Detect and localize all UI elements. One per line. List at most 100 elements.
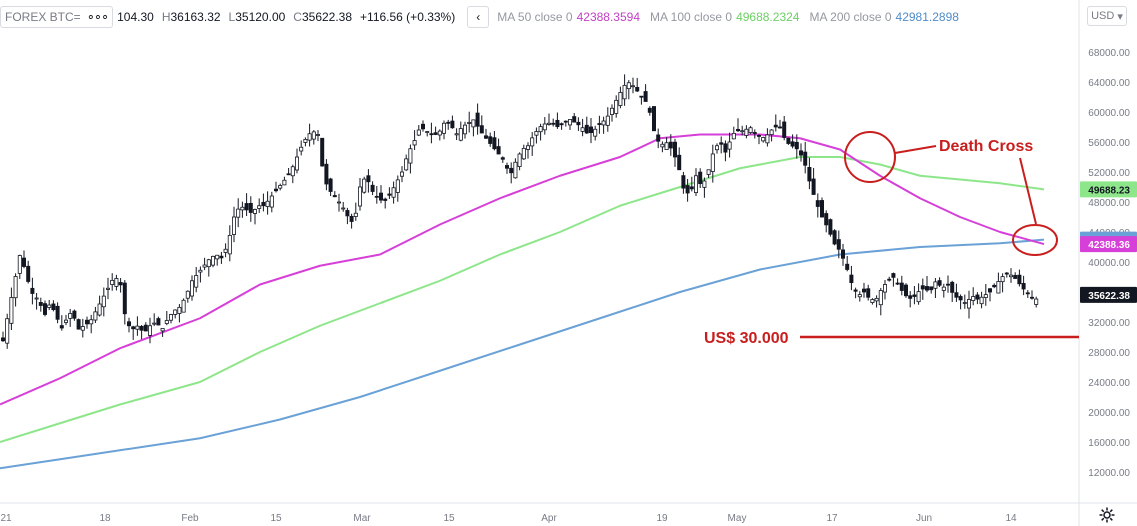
candle-body [202, 264, 207, 268]
candle-body [273, 188, 278, 192]
candle-body [441, 122, 446, 134]
candle-body [240, 206, 245, 211]
candle-body [286, 173, 291, 176]
candle-body [101, 295, 106, 308]
ma100-value: 49688.2324 [736, 10, 800, 24]
candle-body [223, 248, 228, 253]
gear-icon[interactable] [1098, 506, 1116, 524]
candle-body [740, 130, 745, 133]
y-tick-label: 12000.00 [1088, 468, 1130, 479]
y-tick-label: 32000.00 [1088, 318, 1130, 329]
candle-body [971, 296, 976, 301]
candle-body [950, 281, 955, 293]
candle-body [420, 123, 425, 130]
candle-body [597, 123, 602, 125]
candle-body [568, 119, 573, 126]
candle-body [362, 178, 367, 193]
candle-body [542, 123, 547, 131]
candle-body [799, 150, 804, 156]
candle-body [962, 302, 967, 304]
candle-body [185, 290, 190, 299]
y-tick-label: 20000.00 [1088, 408, 1130, 419]
candle-body [761, 137, 766, 142]
symbol-box[interactable]: FOREX BTC= ∘∘∘ [0, 6, 114, 28]
more-dots-icon[interactable]: ∘∘∘ [86, 9, 109, 24]
ma50-line [0, 133, 1045, 406]
candle-body [534, 131, 539, 136]
candle-body [689, 186, 694, 190]
candle-body [828, 219, 833, 235]
candle-body [904, 284, 909, 297]
ma200-line [0, 238, 1045, 470]
candle-body [80, 326, 85, 331]
candle-body [257, 205, 262, 209]
candle-body [790, 141, 795, 147]
candle-body [131, 326, 136, 330]
candle-body [807, 166, 812, 182]
candle-body [576, 121, 581, 126]
candle-body [332, 195, 337, 198]
candle-body [0, 337, 6, 342]
price-label-text: 49688.23 [1088, 185, 1130, 196]
candle-body [135, 325, 140, 330]
candle-body [85, 319, 90, 325]
x-tick-label: Apr [541, 513, 557, 524]
price-label-text: 42388.36 [1088, 240, 1130, 251]
candle-body [996, 281, 1001, 294]
candle-body [227, 234, 232, 255]
candle-body [450, 120, 455, 129]
candle-body [97, 303, 102, 316]
candle-body [446, 121, 451, 124]
candle-body [404, 158, 409, 171]
candle-body [378, 192, 383, 201]
candle-body [1009, 274, 1014, 278]
candle-body [492, 137, 497, 150]
x-tick-label: 14 [1005, 513, 1017, 524]
candle-body [912, 294, 917, 297]
candle-body [429, 133, 434, 136]
candle-body [979, 296, 984, 305]
candle-body [504, 165, 509, 169]
price-label-text: 35622.38 [1088, 291, 1130, 302]
close-value: C35622.38 [293, 10, 353, 24]
candle-body [164, 320, 169, 324]
candle-body [870, 299, 875, 303]
candle-body [38, 302, 43, 306]
x-tick-label: May [728, 513, 747, 524]
candle-body [710, 153, 715, 172]
candle-body [538, 126, 543, 133]
candle-body [946, 283, 951, 286]
x-tick-label: 15 [270, 513, 282, 524]
candle-body [324, 163, 329, 185]
currency-selector[interactable]: USD ▾ [1087, 6, 1127, 26]
candle-body [1021, 283, 1026, 290]
candle-body [1030, 296, 1035, 299]
candle-body [215, 254, 220, 260]
candle-body [820, 200, 825, 218]
candle-body [168, 314, 173, 321]
candle-body [181, 299, 186, 313]
candle-body [744, 128, 749, 136]
candle-body [626, 82, 631, 90]
chevron-left-icon[interactable]: ‹ [467, 6, 490, 28]
candle-body [647, 107, 652, 113]
candle-body [757, 135, 762, 137]
candle-body [127, 321, 132, 327]
candle-body [206, 259, 211, 268]
candle-body [1017, 274, 1022, 285]
candle-body [106, 287, 111, 290]
price-label-price [1080, 286, 1137, 303]
candle-body [618, 92, 623, 106]
candle-body [584, 124, 589, 134]
candle-body [832, 230, 837, 245]
candle-body [685, 185, 690, 194]
candle-body [559, 123, 564, 126]
candle-body [366, 175, 371, 183]
candle-body [878, 290, 883, 306]
candle-body [17, 255, 22, 274]
candle-body [64, 319, 69, 323]
candle-body [610, 107, 615, 115]
candle-body [660, 143, 665, 148]
candle-body [933, 281, 938, 289]
